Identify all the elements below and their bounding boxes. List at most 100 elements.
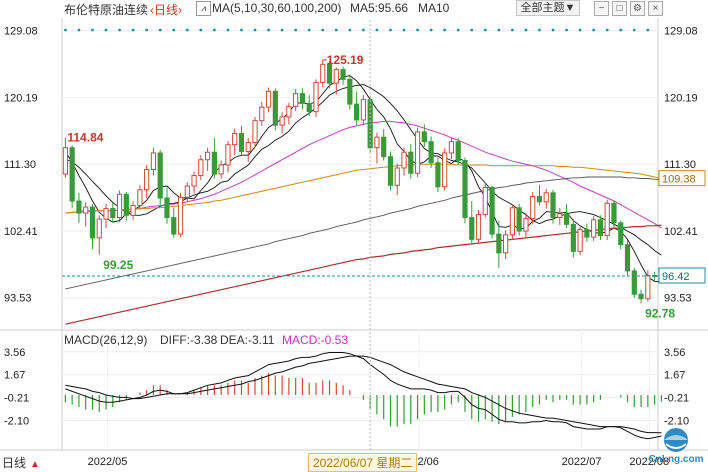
candle-body [516,207,522,232]
price-tick-label-left: 111.30 [4,159,36,171]
candle-body [401,151,407,169]
signal-dot [158,28,162,32]
signal-dot [253,28,257,32]
candle-body [394,167,400,186]
candle-body [218,164,224,175]
candle-body [408,151,414,174]
candle [550,189,556,224]
candle-body [496,233,502,254]
candle-body [164,197,170,219]
signal-dot [605,28,609,32]
signal-dot [551,28,555,32]
current-price-box [658,267,706,284]
signal-dot [145,28,149,32]
signal-dot [63,28,67,32]
signal-dot [538,28,541,32]
candle-body [611,202,617,224]
macd-dea-line [65,355,662,434]
candle-body [144,168,150,191]
candle-body [116,193,123,219]
candle-body [448,141,455,154]
macd-tick-label-right: 3.56 [664,347,685,359]
signal-dot [646,28,650,32]
candle-body [265,90,272,108]
period-tag[interactable]: ‹日线› [150,3,182,17]
candle [408,143,414,179]
close-icon[interactable]: × [648,1,663,16]
candlestick-series [62,59,658,304]
candle-body [103,208,109,220]
annotation-low: 92.78 [645,306,675,320]
footer-period-label: 日线 [2,456,27,470]
candle [259,101,265,126]
candle [347,76,353,110]
candle [150,147,157,176]
maximize-icon[interactable]: □ [612,1,627,16]
candle-body [414,131,421,174]
candle [116,190,123,223]
settings-icon[interactable]: ⚙ [630,1,645,16]
candle [618,220,624,250]
minimize-icon[interactable]: − [594,1,609,16]
candle [394,163,400,196]
signal-dot [375,28,379,32]
macd-parameters: MACD(26,12,9) [64,333,148,347]
candle-body [157,152,163,199]
candle [536,185,543,206]
candle-body [89,206,96,239]
candle [354,91,360,126]
signal-dot [470,28,474,32]
candle-body [211,151,217,175]
candle-body [530,196,536,219]
candle-body [563,213,570,225]
signal-dot [226,28,230,32]
candle-body [198,159,204,177]
candle-body [225,144,231,166]
candle-body [381,136,387,158]
theme-select-button[interactable]: 全部主题▼ [516,0,580,16]
candle-body [374,136,380,149]
candle-body [252,120,258,143]
candle [326,61,333,89]
candle [435,157,441,193]
candle-body [177,196,184,235]
macd-tick-label-right: 1.67 [664,370,685,382]
candle [523,213,529,239]
candle [320,59,326,87]
candle [381,128,387,161]
signal-dot [77,28,81,32]
candle [469,201,475,245]
candle-body [367,99,373,149]
candle-body [455,141,461,161]
candle [205,147,211,171]
signal-dot [497,28,501,32]
candle-body [591,219,597,238]
candle-body [543,192,549,203]
candle-body [69,147,75,202]
candle [89,204,96,250]
candle-body [320,63,326,83]
candle-body [489,187,495,235]
candle-body [150,152,157,170]
footer-period[interactable]: 日线 ▲ [2,454,40,471]
candle-body [184,185,190,198]
price-tick-label-right: 111.30 [664,159,696,171]
candle [489,185,495,239]
candle [191,171,197,194]
candle-body [76,200,82,214]
candle [157,149,163,205]
candle [597,215,604,241]
candle-body [326,63,333,84]
logo-text: CnLng.com [649,454,704,465]
signal-dot [307,28,311,32]
x-tick-label: 2022/07 [562,456,602,468]
candle-body [137,189,143,207]
candle-body [130,205,136,216]
candle-body [550,192,556,219]
candle [225,140,231,173]
price-tick-label-right: 129.08 [664,26,698,38]
candle-body [557,213,563,219]
signal-dot [280,28,284,32]
ma-settings-icon[interactable]: ⩘ [196,1,211,16]
